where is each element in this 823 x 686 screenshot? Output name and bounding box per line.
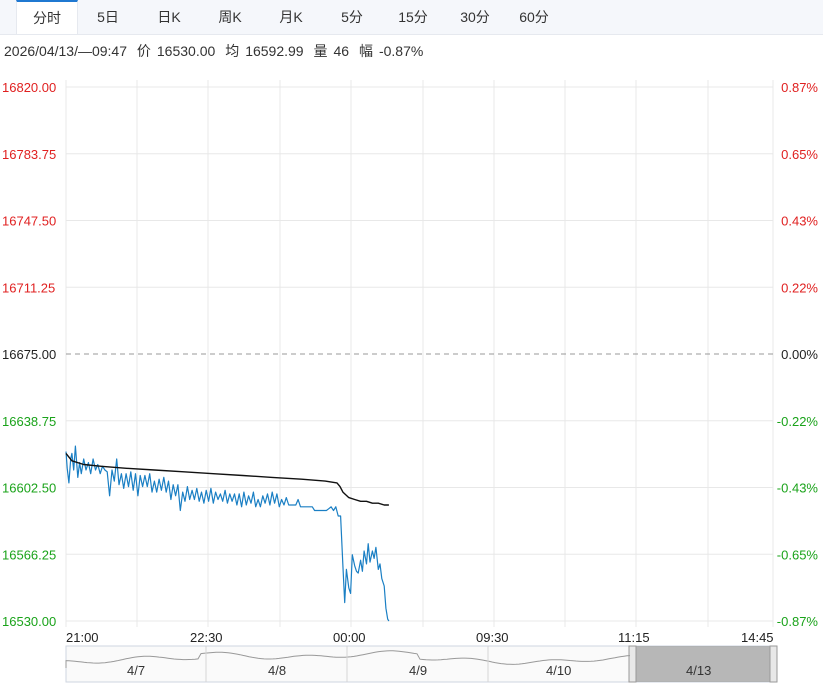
pct-tick-label-2: 0.43% [781, 214, 818, 229]
average-line [65, 452, 389, 506]
quote-vol: 46 [333, 43, 350, 59]
y-tick-label-1: 16783.75 [2, 147, 56, 162]
quote-datetime: 2026/04/13/—09:47 [4, 43, 127, 59]
tab-0[interactable]: 分时 [16, 0, 78, 34]
quote-vol-label: 量 [313, 43, 328, 59]
x-tick-label-1: 22:30 [190, 630, 223, 645]
tab-3[interactable]: 周K [218, 9, 242, 25]
pct-tick-label-5: -0.22% [777, 414, 819, 429]
navigator-selection [636, 646, 770, 682]
navigator-label-2: 4/9 [409, 663, 427, 678]
tab-5[interactable]: 5分 [341, 9, 363, 25]
x-tick-label-2: 00:00 [333, 630, 366, 645]
x-tick-label-5: 14:45 [741, 630, 774, 645]
tab-8[interactable]: 60分 [519, 9, 549, 25]
quote-price-label: 价 [136, 43, 151, 59]
quote-avg-label: 均 [225, 43, 240, 59]
y-tick-label-8: 16530.00 [2, 614, 56, 629]
x-tick-label-3: 09:30 [476, 630, 509, 645]
tab-7[interactable]: 30分 [460, 9, 490, 25]
period-tabs: 分时 5日 日K 周K 月K 5分 15分 30分 60分 [0, 0, 823, 35]
navigator-handle-right [769, 645, 778, 683]
pct-tick-label-6: -0.43% [777, 481, 819, 496]
navigator-label-1: 4/8 [268, 663, 286, 678]
tab-1[interactable]: 5日 [97, 9, 119, 25]
quote-avg: 16592.99 [245, 43, 304, 59]
navigator-label-4: 4/13 [686, 663, 711, 678]
y-tick-label-2: 16747.50 [2, 214, 56, 229]
navigator-label-0: 4/7 [127, 663, 145, 678]
y-tick-label-4: 16675.00 [2, 347, 56, 362]
y-tick-label-0: 16820.00 [2, 80, 56, 95]
y-tick-label-6: 16602.50 [2, 481, 56, 496]
navigator-handle-left [628, 645, 637, 683]
tab-2[interactable]: 日K [157, 9, 181, 25]
pct-tick-label-7: -0.65% [777, 547, 819, 562]
tab-6[interactable]: 15分 [398, 9, 428, 25]
y-tick-label-7: 16566.25 [2, 547, 56, 562]
pct-tick-label-1: 0.65% [781, 147, 818, 162]
quote-chg-label: 幅 [358, 43, 373, 59]
quote-price: 16530.00 [156, 43, 216, 59]
pct-tick-label-8: -0.87% [777, 614, 819, 629]
pct-tick-label-0: 0.87% [781, 80, 818, 95]
y-tick-label-3: 16711.25 [2, 280, 55, 295]
price-line [65, 445, 390, 622]
tab-4[interactable]: 月K [279, 9, 303, 25]
x-tick-label-4: 11:15 [618, 630, 650, 645]
pct-tick-label-3: 0.22% [781, 280, 818, 295]
pct-tick-label-4: 0.00% [781, 347, 818, 362]
y-tick-label-5: 16638.75 [2, 414, 56, 429]
quote-chg: -0.87% [378, 43, 424, 59]
x-tick-label-0: 21:00 [66, 630, 99, 645]
navigator-label-3: 4/10 [546, 663, 571, 678]
